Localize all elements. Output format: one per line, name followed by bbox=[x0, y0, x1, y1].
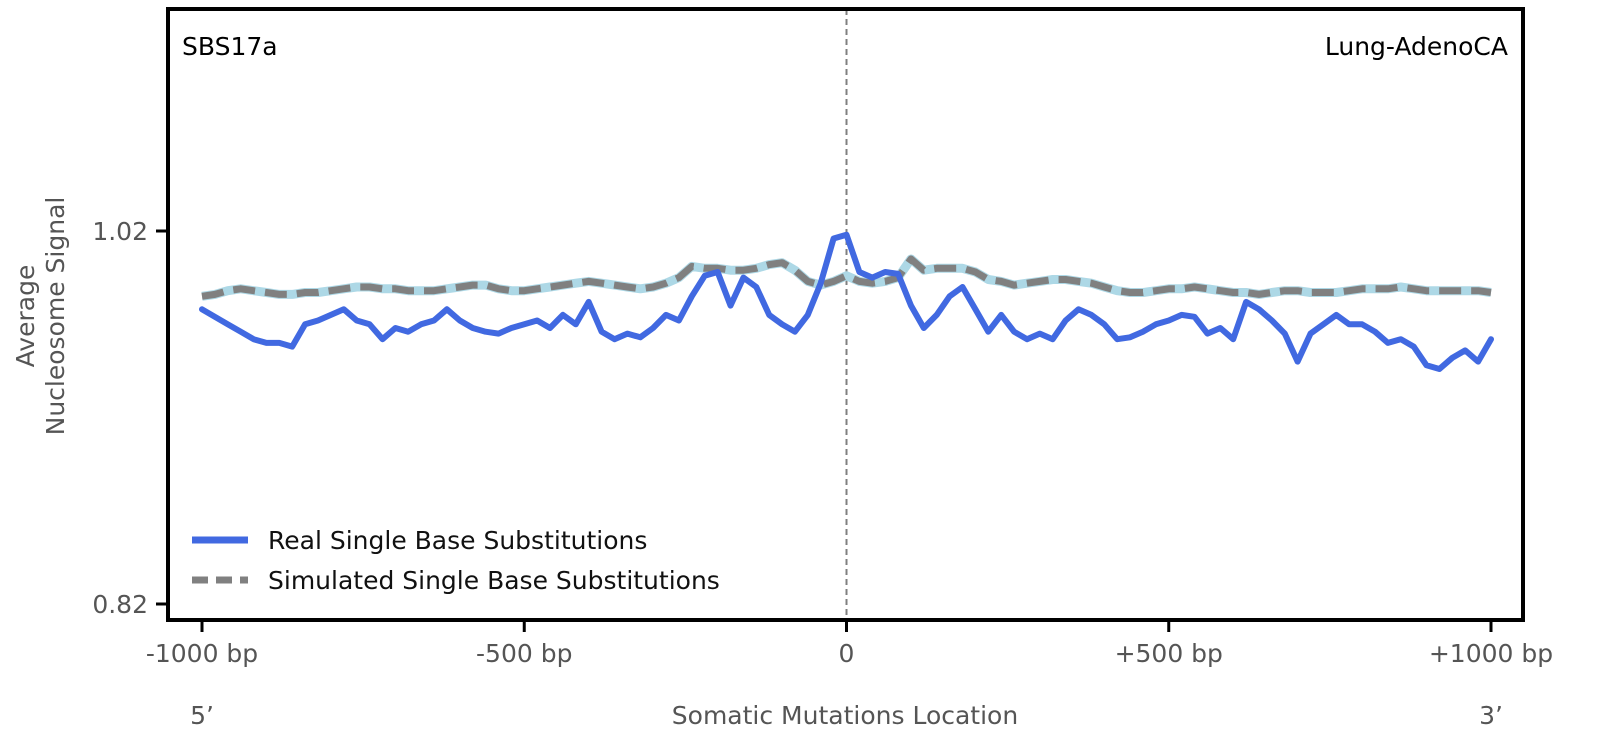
legend-label-real: Real Single Base Substitutions bbox=[268, 526, 647, 555]
y-axis-title-line2: Nucleosome Signal bbox=[41, 197, 70, 436]
y-tick-label: 0.82 bbox=[92, 590, 148, 619]
x-axis: -1000 bp -500 bp 0 +500 bp +1000 bp bbox=[146, 620, 1553, 668]
legend: Real Single Base Substitutions Simulated… bbox=[192, 526, 720, 595]
signature-label: SBS17a bbox=[182, 32, 278, 61]
y-axis-title-line1: Average bbox=[11, 265, 40, 368]
real-sbs-line bbox=[199, 231, 1494, 372]
x-tick-label: -500 bp bbox=[476, 639, 572, 668]
cancer-type-label: Lung-AdenoCA bbox=[1325, 32, 1508, 61]
x-tick-label: 0 bbox=[839, 639, 855, 668]
simulated-sbs-band bbox=[201, 254, 1492, 301]
series-layer bbox=[199, 231, 1494, 372]
three-prime-label: 3’ bbox=[1479, 701, 1503, 730]
x-axis-title: Somatic Mutations Location bbox=[672, 701, 1018, 730]
five-prime-label: 5’ bbox=[190, 701, 214, 730]
y-tick-label: 1.02 bbox=[92, 217, 148, 246]
x-tick-label: +1000 bp bbox=[1429, 639, 1553, 668]
x-tick-label: -1000 bp bbox=[146, 639, 258, 668]
x-tick-label: +500 bp bbox=[1115, 639, 1223, 668]
y-axis-title: Average Nucleosome Signal bbox=[11, 197, 70, 436]
y-axis: 1.02 0.82 bbox=[92, 217, 168, 619]
legend-label-simulated: Simulated Single Base Substitutions bbox=[268, 566, 720, 595]
